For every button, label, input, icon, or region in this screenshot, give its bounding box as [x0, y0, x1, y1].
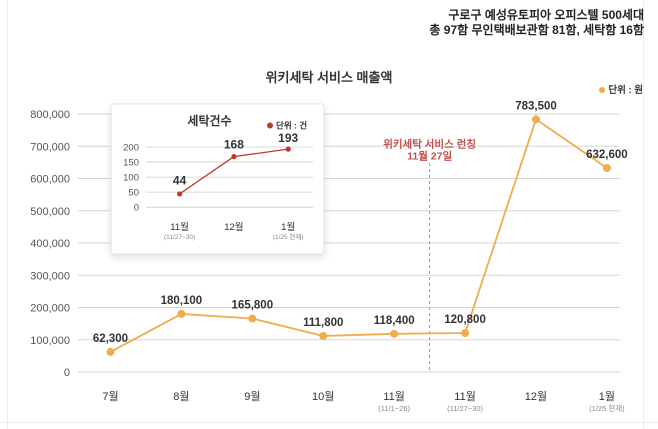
svg-text:8월: 8월 [173, 390, 189, 403]
svg-text:168: 168 [224, 138, 244, 152]
svg-text:118,400: 118,400 [374, 315, 415, 327]
svg-text:800,000: 800,000 [30, 109, 70, 121]
svg-text:세탁건수: 세탁건수 [187, 113, 231, 128]
svg-text:(1/25 현재): (1/25 현재) [589, 404, 625, 413]
svg-text:783,500: 783,500 [515, 100, 557, 112]
svg-text:193: 193 [278, 131, 298, 145]
svg-text:600,000: 600,000 [30, 174, 70, 186]
svg-text:180,100: 180,100 [161, 295, 203, 307]
svg-text:7월: 7월 [102, 390, 118, 403]
svg-text:200: 200 [123, 143, 139, 154]
svg-text:12월: 12월 [224, 221, 243, 233]
svg-text:1월: 1월 [599, 390, 615, 403]
svg-text:(11/27~30): (11/27~30) [447, 404, 483, 413]
svg-text:(11/27~30): (11/27~30) [164, 234, 195, 241]
svg-text:12월: 12월 [525, 390, 547, 403]
svg-text:44: 44 [173, 174, 187, 188]
svg-text:(11/1~26): (11/1~26) [378, 404, 410, 413]
svg-text:11월 27일: 11월 27일 [407, 150, 452, 163]
svg-text:500,000: 500,000 [30, 206, 70, 218]
svg-text:120,800: 120,800 [444, 314, 486, 326]
svg-text:단위 : 건: 단위 : 건 [276, 121, 307, 131]
svg-text:111,800: 111,800 [303, 317, 343, 329]
svg-text:632,600: 632,600 [586, 149, 628, 161]
svg-text:0: 0 [64, 367, 70, 379]
svg-text:200,000: 200,000 [30, 303, 70, 315]
svg-text:11월: 11월 [454, 390, 476, 403]
svg-text:700,000: 700,000 [30, 141, 70, 153]
svg-text:62,300: 62,300 [93, 333, 128, 345]
svg-text:150: 150 [123, 158, 139, 169]
svg-text:10월: 10월 [312, 390, 334, 403]
svg-text:11월: 11월 [383, 390, 405, 403]
svg-text:100: 100 [123, 173, 139, 184]
svg-text:11월: 11월 [170, 221, 189, 233]
svg-text:0: 0 [134, 203, 139, 214]
svg-text:100,000: 100,000 [30, 335, 70, 347]
svg-text:165,800: 165,800 [232, 300, 274, 312]
svg-text:(1/25 현재): (1/25 현재) [273, 233, 304, 241]
svg-text:300,000: 300,000 [30, 270, 70, 282]
svg-text:50: 50 [128, 188, 139, 199]
svg-text:1월: 1월 [281, 221, 295, 233]
svg-text:위키세탁 서비스 런칭: 위키세탁 서비스 런칭 [383, 138, 476, 151]
svg-text:9월: 9월 [244, 390, 260, 403]
svg-text:400,000: 400,000 [30, 238, 70, 250]
